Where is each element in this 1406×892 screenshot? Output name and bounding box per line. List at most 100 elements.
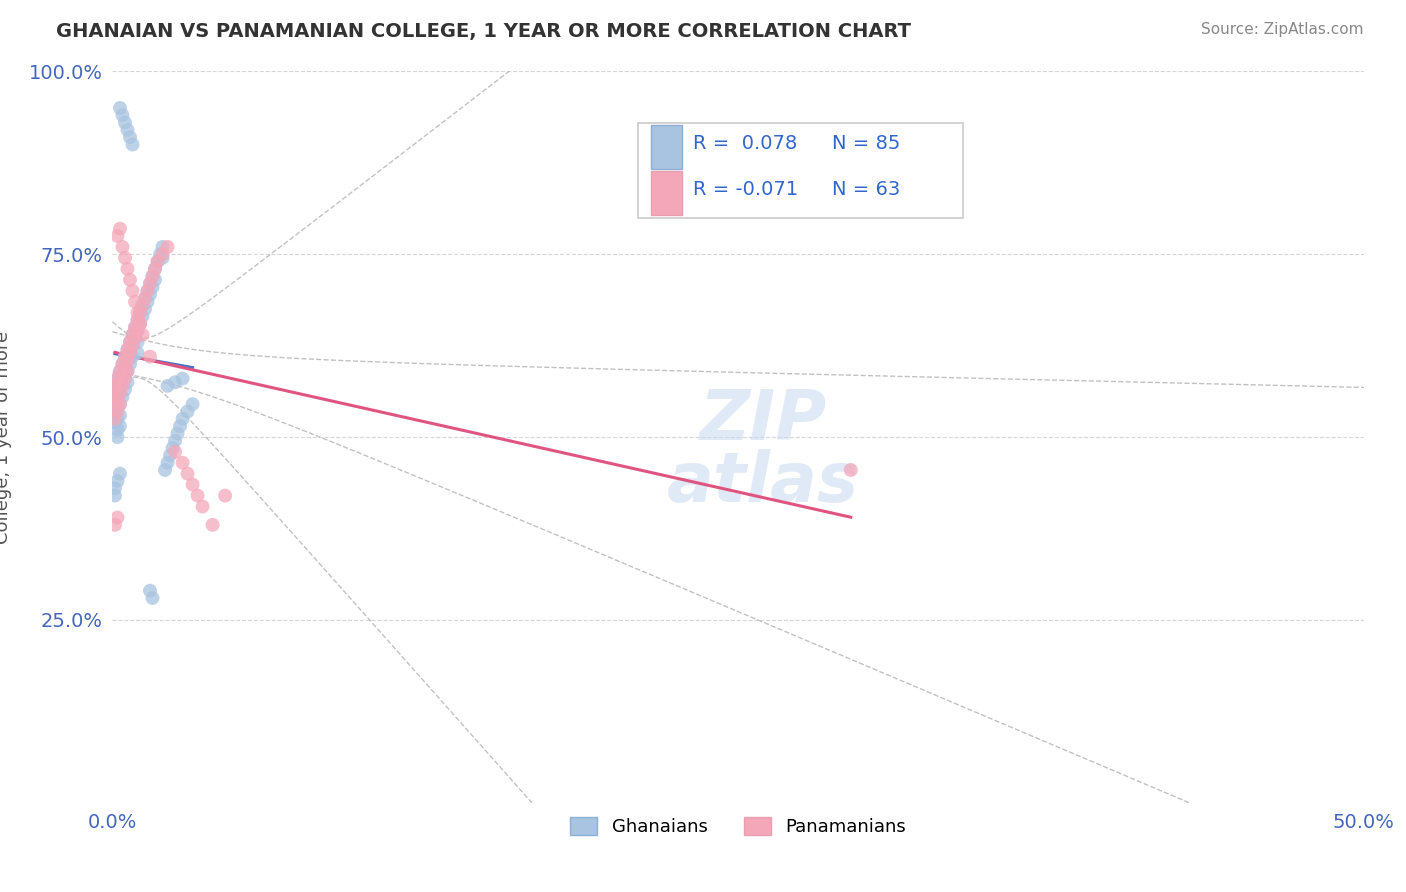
Point <box>108 386 131 401</box>
Point <box>111 379 134 393</box>
Point <box>104 517 127 532</box>
Point <box>134 291 156 305</box>
Point <box>108 419 131 434</box>
Point <box>108 221 131 235</box>
Point <box>129 317 152 331</box>
Point <box>191 500 214 514</box>
Point <box>124 331 146 345</box>
Point <box>201 517 224 532</box>
Point <box>104 416 127 430</box>
Point <box>107 393 129 408</box>
Point <box>117 261 139 276</box>
Point <box>121 338 143 352</box>
Point <box>104 401 127 415</box>
Point <box>172 371 194 385</box>
Legend: Ghanaians, Panamanians: Ghanaians, Panamanians <box>561 807 915 845</box>
Point <box>163 444 186 458</box>
Text: R =  0.078: R = 0.078 <box>693 135 797 153</box>
Point <box>153 463 176 477</box>
Point <box>149 247 172 261</box>
Point <box>107 404 129 418</box>
Point <box>117 343 139 357</box>
FancyBboxPatch shape <box>651 126 682 169</box>
Point <box>118 346 141 360</box>
Point <box>108 364 131 378</box>
Point <box>108 364 131 378</box>
Point <box>124 320 146 334</box>
Point <box>129 306 152 320</box>
Point <box>129 317 152 331</box>
Point <box>127 334 149 349</box>
Point <box>124 320 146 334</box>
Point <box>163 376 186 390</box>
Point <box>107 510 129 524</box>
Point <box>111 379 134 393</box>
Point <box>108 386 131 401</box>
Point <box>118 346 141 360</box>
Point <box>141 269 163 284</box>
Point <box>214 489 236 503</box>
Point <box>108 376 131 390</box>
Point <box>107 379 129 393</box>
Point <box>111 357 134 371</box>
Point <box>108 397 131 411</box>
Point <box>121 350 143 364</box>
Point <box>129 306 152 320</box>
Point <box>118 357 141 371</box>
Point <box>104 397 127 411</box>
Point <box>108 101 131 115</box>
Point <box>104 489 127 503</box>
Point <box>118 334 141 349</box>
Point <box>166 426 188 441</box>
Point <box>146 254 169 268</box>
Point <box>117 364 139 378</box>
Point <box>107 371 129 385</box>
Point <box>114 251 136 265</box>
Text: N = 85: N = 85 <box>832 135 900 153</box>
Point <box>146 254 169 268</box>
Point <box>176 467 198 481</box>
Point <box>108 376 131 390</box>
Point <box>117 343 139 357</box>
Point <box>129 317 152 331</box>
Point <box>107 390 129 404</box>
Point <box>127 306 149 320</box>
Point <box>152 251 174 265</box>
Point <box>131 298 153 312</box>
Point <box>114 383 136 397</box>
Point <box>187 489 209 503</box>
Point <box>139 583 162 598</box>
Point <box>141 280 163 294</box>
Point <box>108 467 131 481</box>
Point <box>143 261 166 276</box>
Point <box>107 383 129 397</box>
Point <box>107 423 129 437</box>
Point <box>118 273 141 287</box>
Point <box>162 441 184 455</box>
Point <box>136 284 159 298</box>
Text: GHANAIAN VS PANAMANIAN COLLEGE, 1 YEAR OR MORE CORRELATION CHART: GHANAIAN VS PANAMANIAN COLLEGE, 1 YEAR O… <box>56 22 911 41</box>
Point <box>121 327 143 342</box>
Point <box>111 240 134 254</box>
Point <box>131 327 153 342</box>
Point <box>117 353 139 368</box>
Y-axis label: College, 1 year or more: College, 1 year or more <box>0 331 13 543</box>
Point <box>124 331 146 345</box>
Point <box>104 376 127 390</box>
Point <box>159 448 181 462</box>
Point <box>104 412 127 426</box>
Point <box>111 357 134 371</box>
Point <box>104 379 127 393</box>
Point <box>127 324 149 338</box>
Point <box>139 287 162 301</box>
Point <box>121 327 143 342</box>
Point <box>141 269 163 284</box>
Point <box>152 247 174 261</box>
Point <box>163 434 186 448</box>
Point <box>117 364 139 378</box>
Text: R = -0.071: R = -0.071 <box>693 180 799 199</box>
Point <box>152 240 174 254</box>
Point <box>141 591 163 605</box>
Point <box>104 408 127 422</box>
Point <box>114 350 136 364</box>
